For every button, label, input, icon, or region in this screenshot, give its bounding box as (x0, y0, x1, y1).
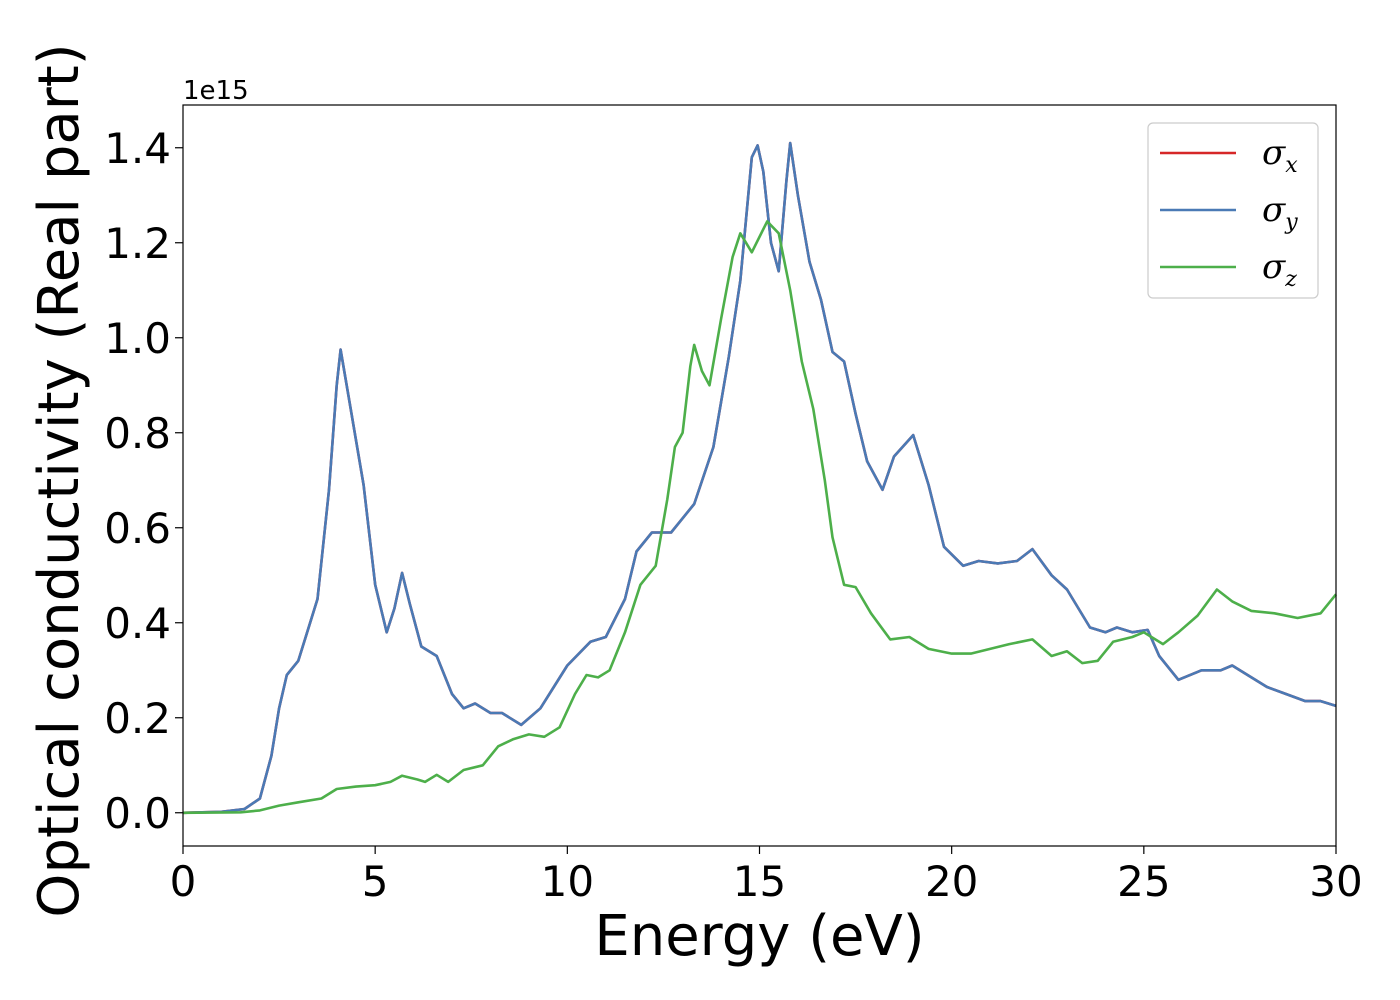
x-axis-ticks: 0 5 10 15 20 25 30 (170, 846, 1363, 906)
legend-label-x: σx (1262, 133, 1298, 178)
x-tick-label: 30 (1309, 857, 1362, 906)
x-tick-label: 5 (362, 857, 389, 906)
y-tick-label: 1.2 (104, 219, 171, 268)
y-axis-offset-text: 1e15 (183, 76, 249, 106)
series-line-y (182, 141, 1337, 815)
y-tick-label: 1.0 (104, 314, 171, 363)
legend-label-z: σz (1262, 247, 1297, 292)
legend-entries: σx σy σz (1160, 133, 1298, 292)
y-axis-ticks: 0.0 0.2 0.4 0.6 0.8 1.0 1.2 1.4 (104, 124, 183, 838)
y-tick-label: 0.0 (104, 789, 171, 838)
y-tick-label: 0.2 (104, 694, 171, 743)
legend: σx σy σz (1147, 122, 1319, 299)
y-axis-label: Optical conductivity (Real part) (27, 43, 92, 917)
y-tick-label: 0.8 (104, 409, 171, 458)
x-tick-label: 10 (541, 857, 594, 906)
plot-lines (182, 141, 1338, 815)
y-tick-label: 0.6 (104, 504, 171, 553)
series-line-z (182, 220, 1338, 815)
x-tick-label: 0 (170, 857, 197, 906)
y-tick-label: 0.4 (104, 599, 171, 648)
x-tick-label: 15 (733, 857, 786, 906)
legend-label-y: σy (1262, 190, 1298, 235)
x-tick-label: 20 (925, 857, 978, 906)
x-tick-label: 25 (1117, 857, 1170, 906)
x-axis-label: Energy (eV) (594, 904, 924, 969)
y-tick-label: 1.4 (104, 124, 171, 173)
